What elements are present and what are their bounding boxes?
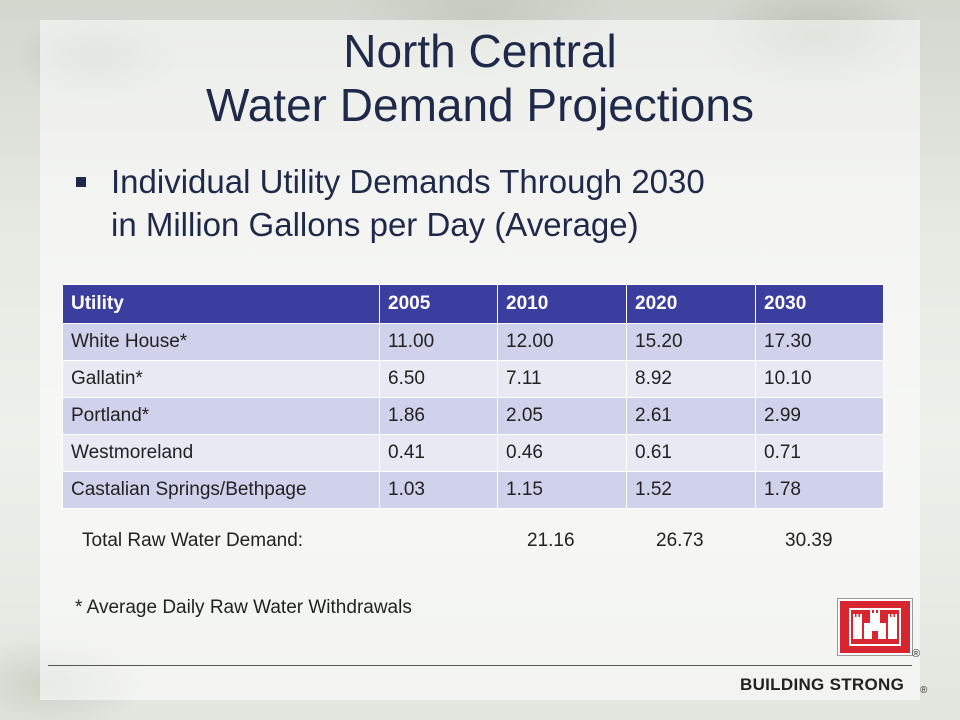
table-cell: 7.11 (497, 360, 627, 398)
table-cell: 2.99 (755, 397, 884, 435)
table-cell: 15.20 (626, 323, 756, 361)
column-header: 2030 (755, 284, 884, 324)
column-header: Utility (62, 284, 380, 324)
total-label: Total Raw Water Demand: (82, 530, 304, 551)
table-cell: 1.52 (626, 471, 756, 509)
bullet-line-2: in Million Gallons per Day (Average) (111, 206, 639, 243)
table-cell: 0.61 (626, 434, 756, 472)
table-row: Castalian Springs/Bethpage 1.03 1.15 1.5… (62, 471, 884, 509)
table-cell: Gallatin* (62, 360, 380, 398)
table-row: White House* 11.00 12.00 15.20 17.30 (62, 323, 884, 361)
table-cell: 1.15 (497, 471, 627, 509)
total-value-2010: 21.16 (527, 530, 575, 551)
table-cell: 1.03 (379, 471, 498, 509)
demand-table: Utility 2005 2010 2020 2030 White House*… (62, 284, 884, 509)
table-cell: Castalian Springs/Bethpage (62, 471, 380, 509)
castle-logo-icon (838, 599, 912, 655)
registered-mark: ® (920, 685, 928, 696)
table-cell: 2.61 (626, 397, 756, 435)
bullet-point: Individual Utility Demands Through 2030 … (76, 160, 916, 246)
table-cell: 1.86 (379, 397, 498, 435)
title-line-2: Water Demand Projections (206, 79, 754, 131)
table-cell: 8.92 (626, 360, 756, 398)
bullet-line-1: Individual Utility Demands Through 2030 (111, 163, 705, 200)
column-header: 2020 (626, 284, 756, 324)
footer-brand: BUILDING STRONG (740, 675, 905, 694)
footnote: * Average Daily Raw Water Withdrawals (75, 597, 412, 618)
footer-divider (48, 665, 912, 666)
table-cell: White House* (62, 323, 380, 361)
table-cell: 0.41 (379, 434, 498, 472)
table-cell: 11.00 (379, 323, 498, 361)
registered-mark: ® (912, 648, 921, 660)
table-cell: 6.50 (379, 360, 498, 398)
square-bullet-icon (76, 177, 86, 187)
slide-title: North Central Water Demand Projections (0, 24, 960, 132)
table-cell: 10.10 (755, 360, 884, 398)
table-cell: 2.05 (497, 397, 627, 435)
table-cell: 12.00 (497, 323, 627, 361)
table-row: Gallatin* 6.50 7.11 8.92 10.10 (62, 360, 884, 398)
total-value-2030: 30.39 (785, 530, 833, 551)
title-line-1: North Central (343, 25, 617, 77)
table-cell: Westmoreland (62, 434, 380, 472)
table-cell: 1.78 (755, 471, 884, 509)
table-cell: 0.46 (497, 434, 627, 472)
table-row: Portland* 1.86 2.05 2.61 2.99 (62, 397, 884, 435)
column-header: 2005 (379, 284, 498, 324)
table-cell: Portland* (62, 397, 380, 435)
table-header-row: Utility 2005 2010 2020 2030 (62, 284, 884, 324)
table-cell: 0.71 (755, 434, 884, 472)
column-header: 2010 (497, 284, 627, 324)
total-value-2020: 26.73 (656, 530, 704, 551)
table-row: Westmoreland 0.41 0.46 0.61 0.71 (62, 434, 884, 472)
table-cell: 17.30 (755, 323, 884, 361)
